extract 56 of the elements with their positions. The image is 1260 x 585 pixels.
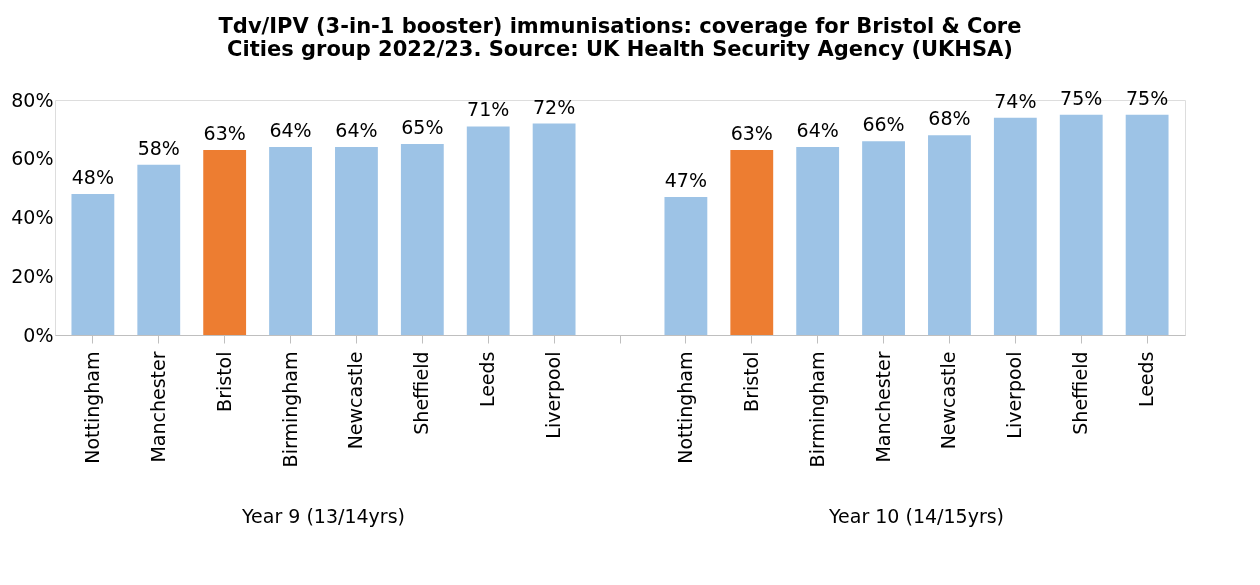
y-tick-label: 0% [23, 323, 54, 346]
bar [466, 126, 510, 335]
x-tick-label: Manchester [871, 351, 894, 463]
data-label: 48% [71, 166, 114, 188]
bar [862, 141, 905, 335]
x-tick-label: Birmingham [278, 351, 301, 468]
bar [137, 164, 181, 335]
text: Year 9 (13/14yrs) [241, 505, 405, 527]
data-label: 47% [664, 168, 708, 191]
data-label: 68% [928, 107, 971, 130]
x-tick-label: Liverpool [1003, 351, 1026, 439]
x-tick-label: Newcastle [344, 351, 367, 450]
data-label: 75% [1126, 86, 1169, 109]
bar [1059, 114, 1103, 335]
data-label: 64% [269, 119, 312, 141]
y-tick-label: 20% [11, 264, 54, 287]
bar [269, 147, 312, 335]
data-label: 58% [137, 136, 180, 159]
data-label: 64% [796, 119, 839, 141]
x-tick-label: Leeds [476, 351, 499, 408]
bar [71, 194, 115, 335]
data-label: 65% [401, 116, 444, 139]
x-tick-label: Liverpool [542, 351, 565, 439]
x-tick-label: Birmingham [805, 351, 828, 468]
bar [1125, 114, 1169, 335]
data-label: 72% [532, 95, 576, 118]
x-tick-label: Manchester [146, 351, 169, 463]
x-tick-label: Sheffield [410, 351, 433, 435]
y-tick-label: 40% [11, 206, 54, 228]
x-tick-label: Sheffield [1069, 351, 1092, 435]
x-tick-label: Nottingham [80, 351, 103, 464]
x-tick-label: Bristol [739, 351, 762, 412]
bar [664, 196, 708, 335]
bar [796, 147, 840, 335]
data-label: 71% [467, 98, 510, 121]
data-label: 74% [994, 89, 1037, 112]
data-label: 63% [203, 121, 246, 144]
bar [203, 149, 247, 335]
y-tick-label: 80% [11, 88, 54, 111]
data-label: 66% [862, 113, 905, 136]
chart-title: Tdv/IPV (3-in-1 booster) immunisations: coverage for Bristol & Core Cities group 2022/23. Source: UK Health Security Agency (UKHSA) [218, 13, 1022, 61]
data-label: 75% [1060, 86, 1103, 109]
bar [928, 135, 971, 335]
data-label: 64% [335, 119, 378, 141]
bar [400, 144, 444, 335]
bar [730, 149, 774, 335]
bar [532, 123, 576, 335]
bar [335, 147, 378, 335]
bar [993, 117, 1037, 335]
data-label: 63% [730, 121, 773, 144]
x-tick-label: Nottingham [673, 351, 696, 464]
x-tick-label: Leeds [1135, 351, 1158, 408]
y-tick-label: 60% [11, 147, 54, 170]
text: Year 10 (14/15yrs) [827, 505, 1005, 527]
x-tick-label: Bristol [212, 351, 235, 412]
x-tick-label: Newcastle [937, 351, 960, 450]
